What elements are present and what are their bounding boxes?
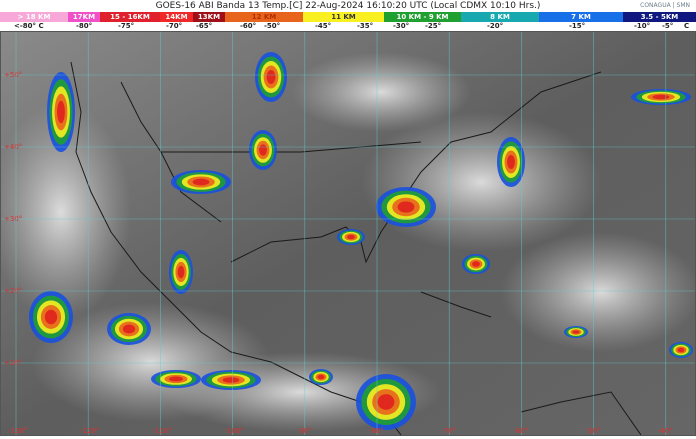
scale-segment: 12 KM [225,12,303,22]
storm-cell [356,374,416,430]
storm-cell [497,137,525,187]
storm-cell [462,254,490,274]
temp-label: -70° [166,22,183,30]
longitude-label: -110° [152,427,171,435]
image-title: GOES-16 ABI Banda 13 Temp.[C] 22-Aug-202… [155,1,541,11]
longitude-label: -60° [513,427,528,435]
temp-label: -20° [487,22,504,30]
temp-label: <-80° C [14,22,44,30]
latitude-label: +30° [4,215,22,223]
lat-lon-grid: +50° +40° +30° +20° +10° -130° -120° -110° -100°… [1,32,695,435]
temp-label: -65° [196,22,213,30]
longitude-label: -50° [586,427,601,435]
temp-label: -80° [76,22,93,30]
storm-cell [309,369,333,385]
scale-segment: > 18 KM [0,12,68,22]
temp-label: -35° [357,22,374,30]
longitude-label: -80° [369,427,384,435]
agency-logos: CONAGUA | SMN [640,2,690,9]
scale-segment: 7 KM [539,12,623,22]
temp-label: -30° [393,22,410,30]
longitude-label: -120° [80,427,99,435]
storm-cell [47,72,75,152]
scale-segment: 15 - 16KM [100,12,160,22]
longitude-label: -100° [225,427,244,435]
temp-label: -5° [662,22,674,30]
coastlines [70,61,642,436]
longitude-label: -90° [297,427,312,435]
temp-label: -50° [264,22,281,30]
temp-label: -25° [425,22,442,30]
temp-label: -15° [569,22,586,30]
storm-cell [151,370,201,388]
longitude-label: -70° [441,427,456,435]
storm-cell [249,130,277,170]
latitude-label: +20° [4,287,22,295]
storm-cell [564,326,588,338]
scale-segment: 17KM [68,12,100,22]
storm-cell [107,313,151,345]
scale-segment: 14KM [160,12,193,22]
scale-segment: 13KM [193,12,225,22]
storm-cell [171,170,231,194]
temp-label: -10° [634,22,651,30]
satellite-map: +50° +40° +30° +20° +10° -130° -120° -110° -100°… [0,31,696,436]
temp-label: -60° [240,22,257,30]
latitude-label: +40° [4,143,22,151]
latitude-label: +10° [4,359,22,367]
scale-segment: 8 KM [461,12,539,22]
scale-segment: 10 KM - 9 KM [384,12,461,22]
storm-cell [337,229,365,245]
longitude-label: -40° [658,427,673,435]
altitude-color-scale: > 18 KM 17KM 15 - 16KM 14KM 13KM 12 KM 1… [0,12,696,22]
convective-storms [29,52,693,430]
storm-cell [201,370,261,390]
scale-segment: 11 KM [303,12,384,22]
storm-cell [376,187,436,227]
longitude-label: -130° [8,427,27,435]
latitude-label: +50° [4,71,22,79]
temp-label: -45° [315,22,332,30]
storm-cell [669,342,693,358]
storm-cell [169,250,193,294]
scale-segment: 3.5 - 5KM [623,12,696,22]
storm-cell [631,89,691,105]
storm-cell [255,52,287,102]
storm-cell [29,291,73,343]
temp-label: -75° [118,22,135,30]
temp-label: C [684,22,690,30]
temperature-scale: <-80° C -80° -75° -70° -65° -60° -50° -4… [0,22,696,31]
